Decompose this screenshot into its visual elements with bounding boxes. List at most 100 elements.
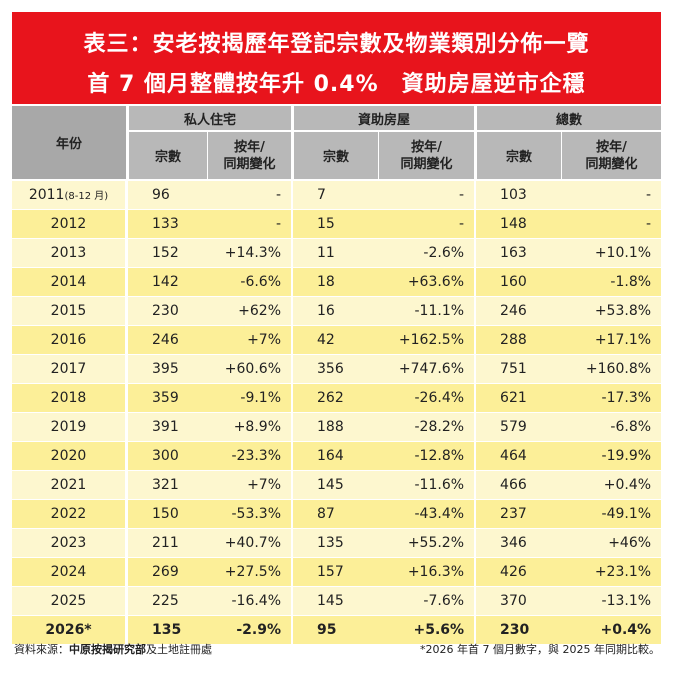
subsidized-count-cell: 16 bbox=[291, 297, 379, 326]
subsidized-count-header: 宗數 bbox=[291, 130, 379, 181]
table-row: 2023 211 +40.7% 135 +55.2% 346 +46% bbox=[12, 529, 662, 558]
subsidized-count-cell: 262 bbox=[291, 384, 379, 413]
subsidized-count-cell: 164 bbox=[291, 442, 379, 471]
private-count-cell: 359 bbox=[126, 384, 207, 413]
private-count-cell: 96 bbox=[126, 181, 207, 210]
total-count-cell: 230 bbox=[474, 616, 562, 645]
data-table: 年份 私人住宅 資助房屋 總數 宗數 按年/同期變化 宗數 按年/同期變化 宗數… bbox=[12, 106, 662, 645]
footnote: *2026 年首 7 個月數字，與 2025 年同期比較。 bbox=[420, 643, 660, 656]
year-cell: 2019 bbox=[12, 413, 126, 442]
year-cell: 2014 bbox=[12, 268, 126, 297]
total-change-cell: +10.1% bbox=[561, 239, 662, 268]
total-count-cell: 288 bbox=[474, 326, 562, 355]
private-change-header: 按年/同期變化 bbox=[207, 130, 292, 181]
subsidized-count-cell: 95 bbox=[291, 616, 379, 645]
private-change-cell: +7% bbox=[207, 326, 292, 355]
subsidized-change-cell: -43.4% bbox=[378, 500, 475, 529]
table-row: 2013 152 +14.3% 11 -2.6% 163 +10.1% bbox=[12, 239, 662, 268]
table-row: 2022 150 -53.3% 87 -43.4% 237 -49.1% bbox=[12, 500, 662, 529]
total-count-cell: 160 bbox=[474, 268, 562, 297]
private-change-cell: +60.6% bbox=[207, 355, 292, 384]
total-change-cell: +53.8% bbox=[561, 297, 662, 326]
table-row: 2020 300 -23.3% 164 -12.8% 464 -19.9% bbox=[12, 442, 662, 471]
year-cell: 2021 bbox=[12, 471, 126, 500]
table-row: 2018 359 -9.1% 262 -26.4% 621 -17.3% bbox=[12, 384, 662, 413]
subsidized-count-cell: 18 bbox=[291, 268, 379, 297]
total-count-cell: 346 bbox=[474, 529, 562, 558]
total-change-cell: -17.3% bbox=[561, 384, 662, 413]
subsidized-change-cell: +16.3% bbox=[378, 558, 475, 587]
private-change-cell: -53.3% bbox=[207, 500, 292, 529]
year-cell: 2013 bbox=[12, 239, 126, 268]
subsidized-change-cell: -26.4% bbox=[378, 384, 475, 413]
title-banner: 表三：安老按揭歷年登記宗數及物業類別分佈一覽 首 7 個月整體按年升 0.4% … bbox=[12, 12, 661, 104]
private-change-cell: -2.9% bbox=[207, 616, 292, 645]
total-change-header: 按年/同期變化 bbox=[561, 130, 662, 181]
private-change-cell: -9.1% bbox=[207, 384, 292, 413]
private-count-cell: 135 bbox=[126, 616, 207, 645]
table-row: 2016 246 +7% 42 +162.5% 288 +17.1% bbox=[12, 326, 662, 355]
total-count-cell: 579 bbox=[474, 413, 562, 442]
subsidized-count-cell: 356 bbox=[291, 355, 379, 384]
total-change-cell: +0.4% bbox=[561, 471, 662, 500]
table-header: 年份 私人住宅 資助房屋 總數 宗數 按年/同期變化 宗數 按年/同期變化 宗數… bbox=[12, 106, 662, 181]
year-column-header: 年份 bbox=[12, 106, 126, 181]
subsidized-count-cell: 188 bbox=[291, 413, 379, 442]
total-change-cell: -13.1% bbox=[561, 587, 662, 616]
private-change-cell: +7% bbox=[207, 471, 292, 500]
total-count-cell: 237 bbox=[474, 500, 562, 529]
year-cell: 2015 bbox=[12, 297, 126, 326]
subsidized-count-cell: 135 bbox=[291, 529, 379, 558]
total-count-header: 宗數 bbox=[474, 130, 562, 181]
subsidized-change-cell: -7.6% bbox=[378, 587, 475, 616]
subsidized-count-cell: 11 bbox=[291, 239, 379, 268]
footer: 資料來源：中原按揭研究部及土地註冊處 *2026 年首 7 個月數字，與 202… bbox=[14, 641, 660, 657]
private-change-cell: -23.3% bbox=[207, 442, 292, 471]
private-count-cell: 150 bbox=[126, 500, 207, 529]
private-change-cell: +8.9% bbox=[207, 413, 292, 442]
table-title: 表三：安老按揭歷年登記宗數及物業類別分佈一覽 bbox=[83, 32, 590, 57]
year-cell: 2017 bbox=[12, 355, 126, 384]
private-count-cell: 225 bbox=[126, 587, 207, 616]
total-count-cell: 370 bbox=[474, 587, 562, 616]
total-count-cell: 464 bbox=[474, 442, 562, 471]
subsidized-count-cell: 145 bbox=[291, 471, 379, 500]
total-change-cell: +0.4% bbox=[561, 616, 662, 645]
private-count-cell: 152 bbox=[126, 239, 207, 268]
private-count-cell: 230 bbox=[126, 297, 207, 326]
total-count-cell: 163 bbox=[474, 239, 562, 268]
private-change-cell: - bbox=[207, 181, 292, 210]
private-count-cell: 142 bbox=[126, 268, 207, 297]
subsidized-change-cell: -11.1% bbox=[378, 297, 475, 326]
year-cell: 2023 bbox=[12, 529, 126, 558]
year-cell: 2020 bbox=[12, 442, 126, 471]
source-note: 資料來源：中原按揭研究部及土地註冊處 bbox=[14, 643, 212, 656]
year-cell: 2024 bbox=[12, 558, 126, 587]
private-change-cell: -6.6% bbox=[207, 268, 292, 297]
subsidized-change-header: 按年/同期變化 bbox=[378, 130, 475, 181]
private-count-cell: 133 bbox=[126, 210, 207, 239]
private-count-cell: 246 bbox=[126, 326, 207, 355]
subsidized-change-cell: -28.2% bbox=[378, 413, 475, 442]
year-cell: 2025 bbox=[12, 587, 126, 616]
year-cell: 2018 bbox=[12, 384, 126, 413]
private-change-cell: +14.3% bbox=[207, 239, 292, 268]
private-count-cell: 211 bbox=[126, 529, 207, 558]
private-change-cell: +62% bbox=[207, 297, 292, 326]
total-change-cell: +46% bbox=[561, 529, 662, 558]
year-cell: 2012 bbox=[12, 210, 126, 239]
subsidized-count-cell: 157 bbox=[291, 558, 379, 587]
group-header-subsidized: 資助房屋 bbox=[291, 106, 475, 130]
subsidized-change-cell: +63.6% bbox=[378, 268, 475, 297]
table-row: 2012 133-15-148- bbox=[12, 210, 662, 239]
table-body: 2011(8-12 月) 96-7-103-2012 133-15-148-2013… bbox=[12, 181, 662, 645]
subsidized-change-cell: - bbox=[378, 181, 475, 210]
subsidized-change-cell: - bbox=[378, 210, 475, 239]
private-count-cell: 391 bbox=[126, 413, 207, 442]
private-count-cell: 321 bbox=[126, 471, 207, 500]
subsidized-count-cell: 87 bbox=[291, 500, 379, 529]
total-change-cell: -49.1% bbox=[561, 500, 662, 529]
header-group-row: 年份 私人住宅 資助房屋 總數 bbox=[12, 106, 662, 181]
total-change-cell: -19.9% bbox=[561, 442, 662, 471]
table-row: 2019 391 +8.9% 188 -28.2% 579 -6.8% bbox=[12, 413, 662, 442]
